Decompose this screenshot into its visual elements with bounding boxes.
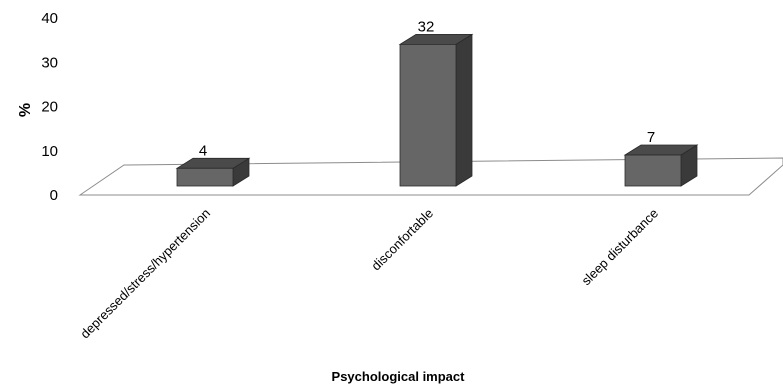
bars [175,33,699,187]
x-axis-categories: depressed/stress/hypertension disconforta… [77,206,661,342]
x-axis-label: Psychological impact [332,369,466,384]
data-labels: 4 32 7 [199,18,655,159]
y-axis-label: % [17,103,34,117]
y-tick-label: 10 [41,143,58,160]
bar [175,157,251,187]
y-tick-label: 30 [41,54,58,71]
bar-front [399,44,457,187]
bar-side [455,33,473,187]
x-category-label: depressed/stress/hypertension [77,206,213,342]
data-label: 4 [199,142,207,159]
bar-front [176,167,234,187]
y-tick-label: 20 [41,99,58,116]
x-category-label: sleep disturbance [578,206,661,289]
bar-front [624,154,682,187]
data-label: 32 [418,18,435,35]
y-tick-label: 40 [41,10,58,27]
bar [623,144,699,187]
bar [398,33,474,187]
x-category-label: disconfortable [368,206,436,274]
data-label: 7 [647,129,655,146]
y-axis: 0 10 20 30 40 [41,10,58,204]
y-tick-label: 0 [50,187,58,204]
